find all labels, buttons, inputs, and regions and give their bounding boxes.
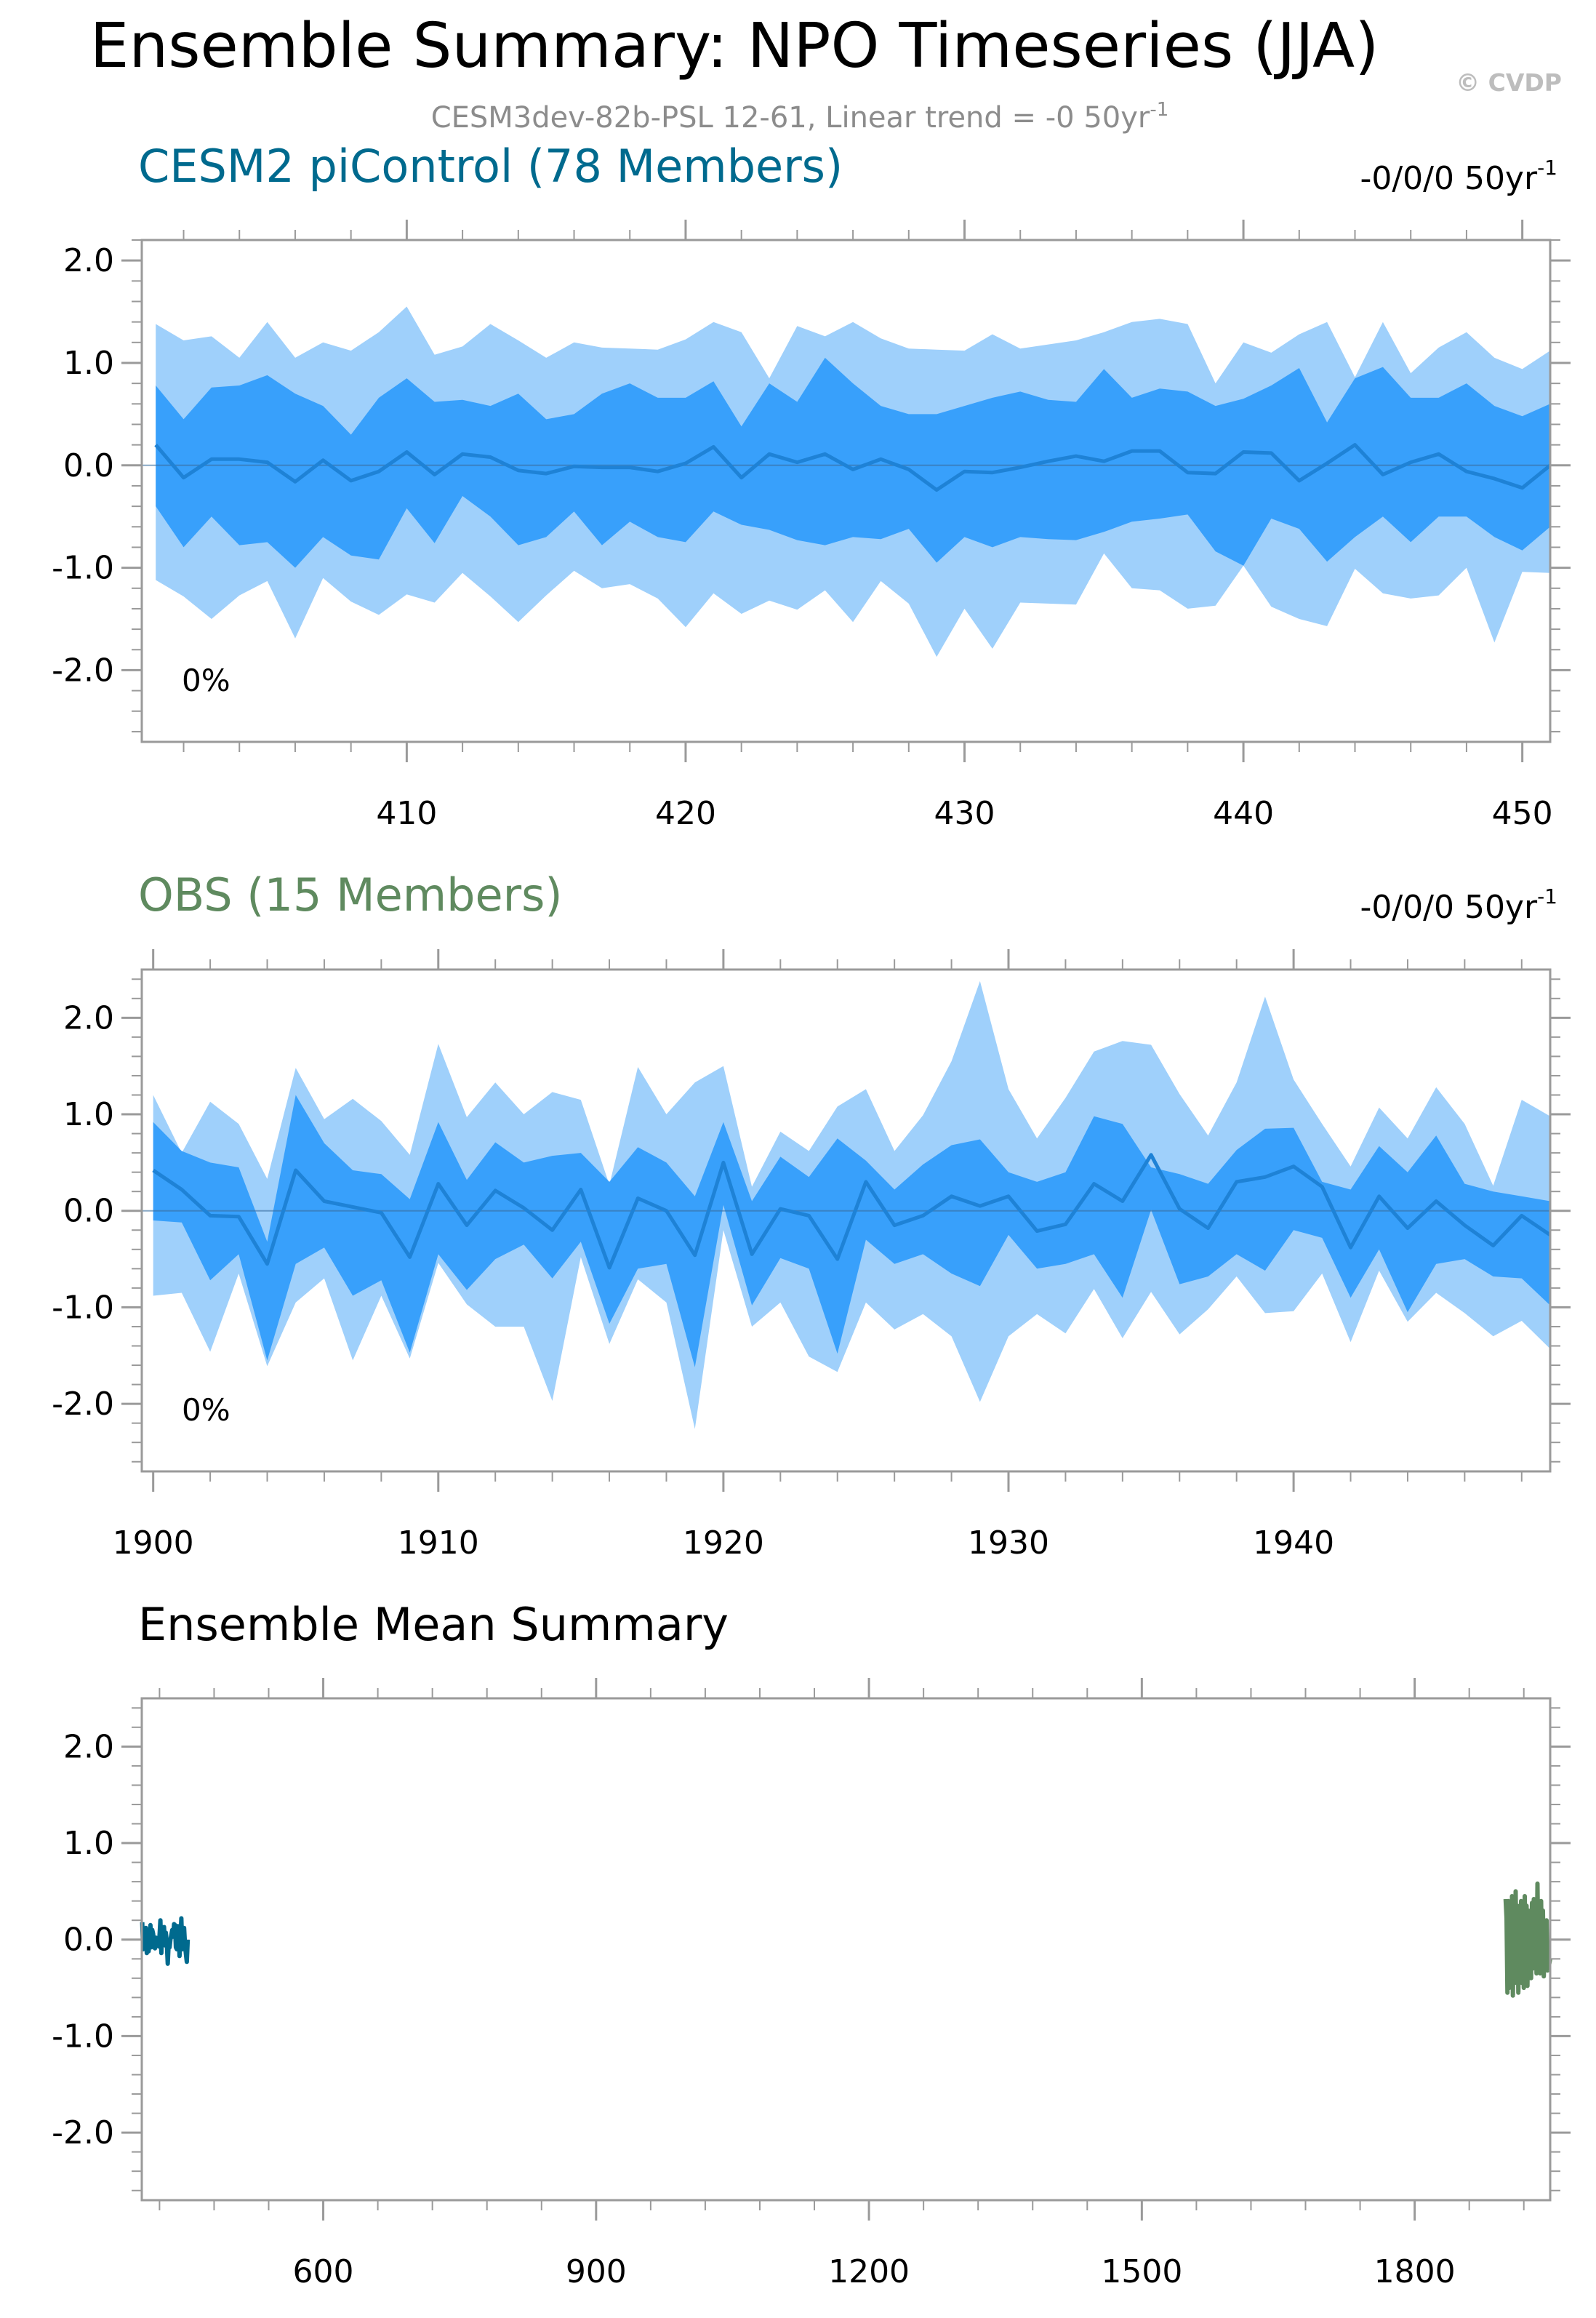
plot-frame — [140, 968, 1552, 1473]
panel-ensemble-mean-summary: 2.0 1.0 0.0 -1.0 -2.0 600 900 1200 1500 1800 Ensem… — [52, 1598, 1571, 2290]
x-tick-label: 430 — [934, 795, 995, 832]
y-tick-label: 0.0 — [63, 447, 114, 484]
x-tick-label: 1500 — [1101, 2253, 1182, 2290]
x-tick-label: 1800 — [1374, 2253, 1456, 2290]
y-tick-label: 1.0 — [63, 345, 114, 382]
panel-title: CESM2 piControl (78 Members) — [138, 140, 843, 193]
y-tick-label: -1.0 — [52, 2018, 114, 2055]
x-tick-label: 450 — [1492, 795, 1553, 832]
x-tick-label: 1910 — [398, 1524, 479, 1562]
panel-obs: 2.0 1.0 0.0 -1.0 -2.0 1900 1910 1920 1930 1940 OBS… — [52, 868, 1571, 1562]
y-tick-label: 2.0 — [63, 242, 114, 279]
trend-label-main: -0/0/0 50yr — [1360, 889, 1538, 926]
ensemble-mean-line — [154, 443, 1552, 492]
trend-label: -0/0/0 50yr-1 — [1360, 884, 1557, 926]
x-tick-label: 1900 — [113, 1524, 194, 1562]
panel-title: OBS (15 Members) — [138, 868, 563, 922]
figure-subtitle-superscript: -1 — [1150, 99, 1168, 121]
trend-label-main: -0/0/0 50yr — [1360, 160, 1538, 197]
y-tick-label: -2.0 — [52, 652, 114, 689]
percent-label: 0% — [182, 1392, 230, 1428]
x-tick-label: 600 — [293, 2253, 354, 2290]
trend-label-superscript: -1 — [1537, 884, 1557, 908]
panel-title: Ensemble Mean Summary — [138, 1598, 729, 1651]
copyright-label: © CVDP — [1456, 68, 1562, 97]
trend-label-superscript: -1 — [1537, 156, 1557, 180]
plot-frame — [140, 239, 1552, 743]
series-line-cesm2-picontrol — [140, 1916, 191, 1966]
y-tick-label: 2.0 — [63, 1728, 114, 1765]
x-tick-label: 420 — [655, 795, 716, 832]
y-tick-label: 1.0 — [63, 1096, 114, 1133]
x-tick-label: 1920 — [683, 1524, 764, 1562]
plot-background — [142, 1698, 1550, 2200]
percent-label: 0% — [182, 663, 230, 698]
y-tick-label: 2.0 — [63, 999, 114, 1036]
figure-subtitle-main: CESM3dev-82b-PSL 12-61, Linear trend = -… — [431, 101, 1150, 135]
y-tick-label: -2.0 — [52, 2114, 114, 2151]
y-tick-label: -1.0 — [52, 550, 114, 587]
ensemble-mean-line — [152, 1153, 1552, 1270]
y-tick-label: -2.0 — [52, 1386, 114, 1423]
trend-label: -0/0/0 50yr-1 — [1360, 156, 1557, 197]
x-tick-label: 440 — [1213, 795, 1274, 832]
y-tick-label: 1.0 — [63, 1825, 114, 1862]
figure-subtitle: CESM3dev-82b-PSL 12-61, Linear trend = -… — [431, 99, 1169, 135]
x-tick-label: 410 — [376, 795, 437, 832]
y-tick-label: -1.0 — [52, 1289, 114, 1326]
band-10-90-percentile — [153, 1095, 1551, 1367]
x-tick-label: 1200 — [828, 2253, 910, 2290]
plot-frame — [140, 1697, 1552, 2202]
series-line-obs — [1503, 1881, 1552, 1998]
band-10-90-percentile — [156, 357, 1551, 568]
figure-title: Ensemble Summary: NPO Timeseries (JJA) — [90, 10, 1379, 82]
x-tick-label: 1940 — [1253, 1524, 1334, 1562]
panel-cesm2-picontrol: 2.0 1.0 0.0 -1.0 -2.0 410 420 430 440 450 CESM2 pi… — [52, 140, 1571, 832]
y-tick-label: 0.0 — [63, 1922, 114, 1959]
x-tick-label: 1930 — [968, 1524, 1049, 1562]
x-tick-label: 900 — [566, 2253, 627, 2290]
y-tick-label: 0.0 — [63, 1193, 114, 1230]
